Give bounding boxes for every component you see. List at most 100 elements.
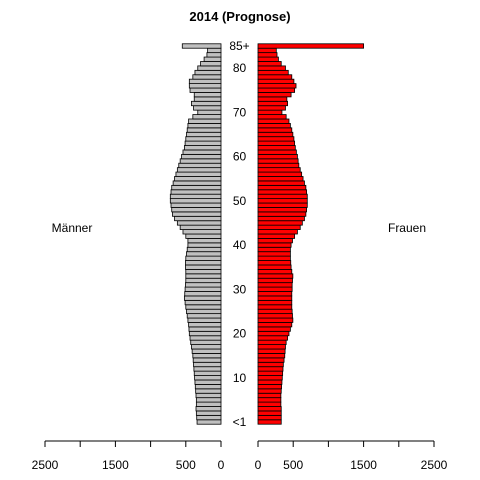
- female-bar-age-15: [257, 353, 286, 359]
- male-bar-age-8: [194, 383, 222, 390]
- female-bar-age-23: [257, 317, 294, 323]
- age-tick-label: 60: [233, 150, 247, 164]
- female-bar-age-57: [257, 167, 301, 173]
- male-bar-age-72: [191, 100, 222, 107]
- female-bar-age-11: [257, 370, 284, 376]
- male-bar-age-49: [170, 202, 222, 208]
- female-bar-age-58: [257, 162, 300, 169]
- female-bar-age-49: [257, 202, 308, 208]
- female-bar-age-1: [257, 414, 282, 421]
- age-tick-label: 40: [233, 238, 247, 252]
- female-bar-age-74: [257, 92, 292, 98]
- male-bar-age-9: [194, 379, 222, 385]
- male-bar-age-71: [193, 105, 222, 111]
- female-bar-age-32: [257, 277, 293, 284]
- male-bar-age-67: [187, 123, 222, 129]
- age-tick-label: 80: [233, 61, 247, 75]
- female-bar-age-2: [257, 410, 282, 416]
- male-bar-age-73: [193, 96, 222, 102]
- male-bar-age-16: [191, 348, 222, 354]
- male-bar-age-26: [185, 304, 222, 310]
- male-bar-age-0: [196, 419, 222, 425]
- female-bar-age-31: [257, 282, 293, 288]
- male-bar-age-48: [171, 207, 222, 213]
- male-bar-age-1: [196, 414, 222, 421]
- female-bar-age-30: [257, 286, 293, 292]
- male-bar-age-27: [184, 299, 222, 306]
- age-tick-label: 50: [233, 194, 247, 208]
- female-bar-age-73: [257, 96, 288, 102]
- female-bar-age-21: [257, 326, 291, 332]
- age-tick-label: 70: [233, 105, 247, 119]
- male-bar-age-19: [189, 335, 222, 341]
- male-bar-age-4: [195, 401, 222, 407]
- female-bar-age-52: [257, 189, 307, 195]
- female-bar-age-53: [257, 184, 307, 191]
- male-bar-age-68: [188, 118, 222, 124]
- female-axis-tick-label: 2500: [421, 458, 448, 472]
- female-bar-age-18: [257, 339, 287, 345]
- female-bar-age-38: [257, 251, 291, 257]
- male-bars: [169, 43, 222, 425]
- male-bar-age-24: [186, 313, 222, 319]
- male-bar-age-43: [182, 229, 222, 235]
- male-bar-age-75: [189, 87, 222, 93]
- female-bar-age-39: [257, 246, 291, 253]
- female-bar-age-29: [257, 291, 293, 297]
- female-axis-tick-label: 1500: [350, 458, 377, 472]
- female-bar-age-33: [257, 273, 294, 279]
- male-bar-age-80: [197, 65, 222, 71]
- female-bar-age-63: [257, 140, 296, 146]
- male-bar-age-6: [195, 392, 222, 399]
- female-bar-age-40: [257, 242, 292, 248]
- male-bar-age-79: [194, 69, 222, 76]
- female-axis-tick-label: 0: [255, 458, 262, 472]
- male-bar-age-42: [185, 233, 222, 239]
- male-bar-age-36: [185, 260, 222, 266]
- female-bar-age-35: [257, 264, 292, 270]
- female-bar-age-20: [257, 330, 290, 337]
- male-bar-age-28: [183, 295, 222, 301]
- age-tick-label: <1: [233, 415, 247, 429]
- female-bar-age-68: [257, 118, 290, 124]
- male-bar-age-74: [193, 92, 222, 98]
- female-bar-age-80: [257, 65, 286, 71]
- male-bar-age-5: [195, 397, 222, 403]
- male-bar-age-64: [185, 136, 222, 142]
- female-bar-age-28: [257, 295, 293, 301]
- female-bar-age-56: [257, 171, 303, 177]
- male-bar-age-85: [181, 43, 222, 49]
- male-bar-age-20: [188, 330, 222, 337]
- female-bar-age-84: [257, 47, 277, 54]
- female-bars: [257, 43, 364, 425]
- female-bar-age-46: [257, 215, 305, 222]
- male-bar-age-84: [207, 47, 222, 54]
- female-bar-age-69: [257, 114, 287, 120]
- female-bar-age-10: [257, 375, 283, 381]
- male-bar-age-57: [176, 167, 222, 173]
- female-bar-age-61: [257, 149, 297, 155]
- male-bar-age-23: [187, 317, 222, 323]
- male-bar-age-62: [183, 145, 222, 151]
- female-bar-age-12: [257, 366, 284, 372]
- male-bar-age-53: [171, 184, 222, 191]
- female-bar-age-67: [257, 123, 291, 129]
- male-bar-age-12: [193, 366, 222, 372]
- female-bar-age-5: [257, 397, 282, 403]
- female-bar-age-78: [257, 74, 293, 80]
- age-tick-label: 10: [233, 371, 247, 385]
- female-bar-age-26: [257, 304, 293, 310]
- age-tick-label: 30: [233, 282, 247, 296]
- female-bar-age-6: [257, 392, 282, 399]
- male-bar-age-45: [176, 220, 222, 226]
- female-bar-age-36: [257, 260, 292, 266]
- male-axis-tick-label: 0: [218, 458, 225, 472]
- male-bar-age-35: [185, 264, 222, 270]
- female-axis-tick-label: 500: [283, 458, 303, 472]
- age-tick-label: 85+: [229, 39, 249, 53]
- female-x-axis: 0 500 1500 2500: [255, 440, 448, 472]
- male-bar-age-40: [187, 242, 222, 248]
- female-bar-age-34: [257, 268, 293, 275]
- female-bar-age-43: [257, 229, 298, 235]
